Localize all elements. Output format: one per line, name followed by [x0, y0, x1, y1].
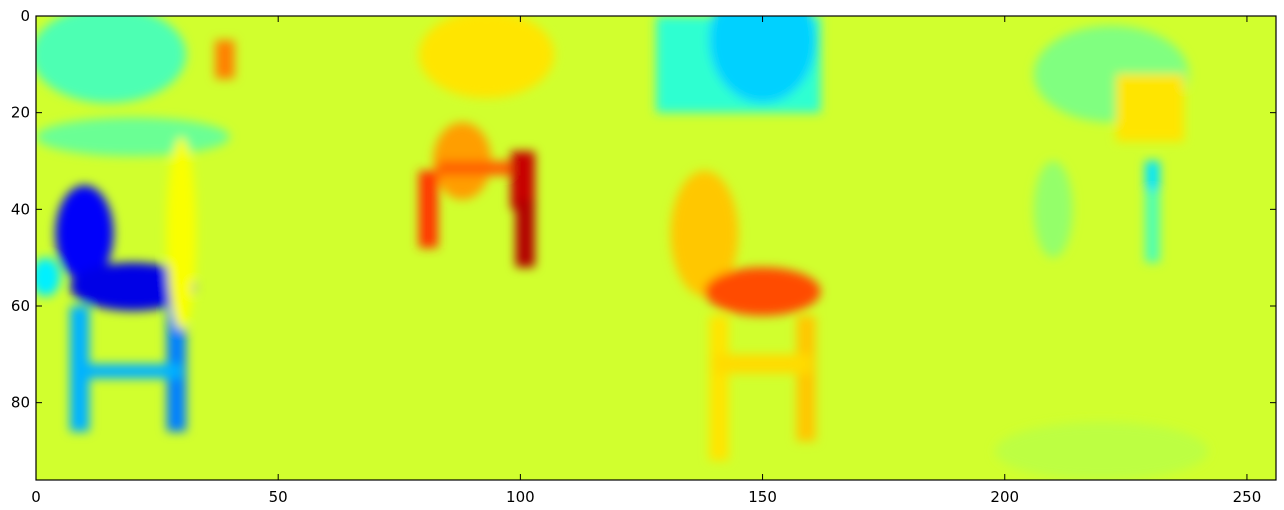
- y-tick-label: 60: [11, 297, 30, 315]
- heatmap-plot-area: [36, 16, 1276, 480]
- heatmap-region-8: [215, 40, 235, 79]
- heatmap-region-25: [1145, 161, 1160, 190]
- heatmap-region-3: [55, 185, 114, 282]
- heatmap-region-0: [36, 117, 230, 157]
- heatmap-region-18: [670, 170, 739, 297]
- heatmap-region-13: [510, 151, 535, 210]
- heatmap-region-7: [74, 364, 182, 379]
- plot-frame: [35, 15, 1277, 481]
- heatmap-region-9: [166, 136, 196, 331]
- x-tick-label: 150: [748, 488, 777, 506]
- y-tick-label: 20: [11, 104, 30, 122]
- x-tick-label: 250: [1233, 488, 1262, 506]
- heatmap-region-21: [796, 315, 816, 442]
- heatmap-region-20: [709, 315, 729, 461]
- x-tick-label: 100: [506, 488, 535, 506]
- heatmap-region-14: [515, 199, 535, 268]
- x-axis: 0 50 100 150 200 250: [31, 16, 1261, 506]
- heatmap-region-12: [418, 170, 439, 248]
- heatmap-region-27: [1033, 161, 1073, 258]
- y-tick-label: 80: [11, 394, 30, 412]
- x-tick-label: 50: [269, 488, 288, 506]
- y-axis: 0 20 40 60 80: [11, 7, 1276, 412]
- heatmap-region-1: [36, 16, 187, 103]
- x-tick-label: 200: [990, 488, 1019, 506]
- heatmap-cells: [36, 16, 1209, 480]
- heatmap-region-10: [418, 16, 555, 99]
- heatmap-region-17: [709, 16, 816, 103]
- heatmap-region-15: [438, 161, 511, 176]
- heatmap-region-2: [36, 257, 61, 297]
- heatmap-region-26: [1145, 190, 1160, 263]
- heatmap-region-4: [69, 262, 196, 311]
- x-tick-label: 0: [31, 488, 41, 506]
- heatmap-region-19: [704, 267, 821, 316]
- heatmap-region-28: [995, 422, 1209, 480]
- y-tick-label: 40: [11, 200, 30, 218]
- heatmap-region-24: [1116, 74, 1184, 142]
- y-tick-label: 0: [20, 7, 30, 25]
- heatmap-region-22: [714, 354, 811, 374]
